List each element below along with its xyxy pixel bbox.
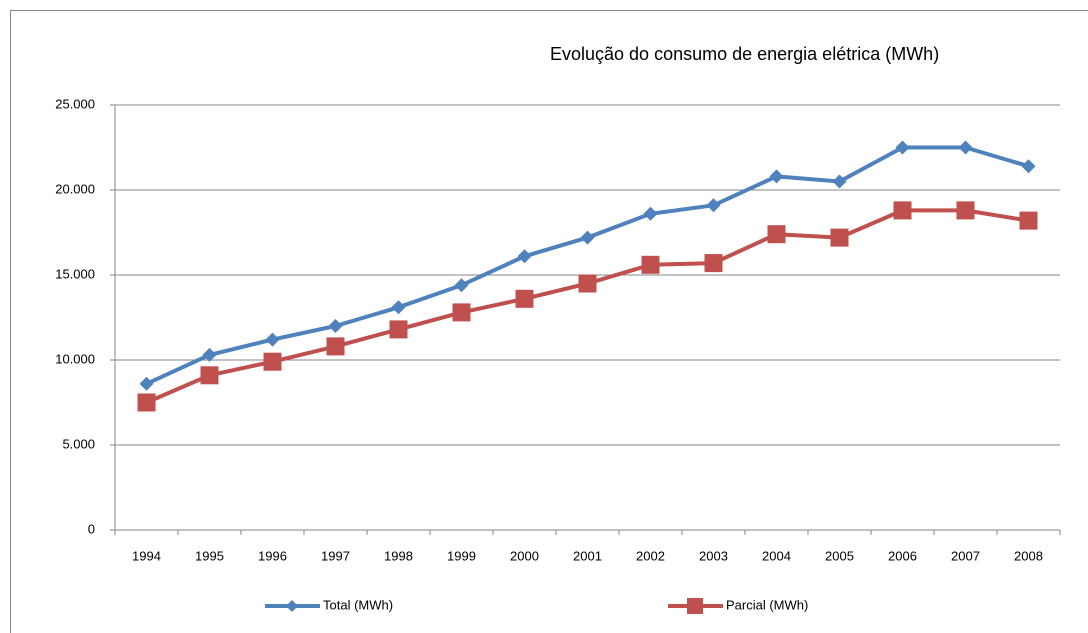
point xyxy=(326,337,345,356)
x-tick-label: 1995 xyxy=(195,548,224,563)
x-tick-label: 1999 xyxy=(447,548,476,563)
point xyxy=(515,289,534,308)
point xyxy=(139,376,154,391)
point xyxy=(830,228,849,247)
y-tick-label: 25.000 xyxy=(55,96,95,111)
legend-label: Parcial (MWh) xyxy=(726,597,808,612)
point xyxy=(454,278,469,293)
legend-label: Total (MWh) xyxy=(323,597,393,612)
x-tick-label: 1998 xyxy=(384,548,413,563)
point xyxy=(643,206,658,221)
point xyxy=(200,366,219,385)
y-tick-label: 15.000 xyxy=(55,266,95,281)
point xyxy=(578,274,597,293)
point xyxy=(389,320,408,339)
y-tick-label: 10.000 xyxy=(55,351,95,366)
point xyxy=(1021,159,1036,174)
x-tick-label: 2002 xyxy=(636,548,665,563)
point xyxy=(580,230,595,245)
point xyxy=(893,201,912,220)
y-tick-label: 5.000 xyxy=(62,436,95,451)
y-tick-label: 0 xyxy=(88,521,95,536)
chart-title: Evolução do consumo de energia elétrica … xyxy=(550,44,939,64)
point xyxy=(641,255,660,274)
point xyxy=(958,140,973,155)
point xyxy=(1019,211,1038,230)
x-tick-label: 2000 xyxy=(510,548,539,563)
point xyxy=(263,352,282,371)
x-tick-label: 2004 xyxy=(762,548,791,563)
x-tick-label: 2001 xyxy=(573,548,602,563)
point xyxy=(391,300,406,315)
point xyxy=(769,169,784,184)
y-tick-label: 20.000 xyxy=(55,181,95,196)
x-tick-label: 2005 xyxy=(825,548,854,563)
point xyxy=(328,319,343,333)
x-tick-label: 1994 xyxy=(132,548,161,563)
point xyxy=(832,174,847,189)
point xyxy=(767,225,786,244)
point xyxy=(706,198,721,213)
point xyxy=(265,332,280,347)
chart-frame xyxy=(10,10,1088,633)
point xyxy=(286,600,298,612)
x-tick-label: 2008 xyxy=(1014,548,1043,563)
point xyxy=(704,254,723,273)
point xyxy=(137,393,156,412)
x-tick-label: 2006 xyxy=(888,548,917,563)
x-tick-label: 1996 xyxy=(258,548,287,563)
x-tick-label: 2007 xyxy=(951,548,980,563)
point xyxy=(517,249,532,264)
point xyxy=(452,303,471,322)
x-tick-label: 2003 xyxy=(699,548,728,563)
point xyxy=(956,201,975,220)
x-tick-label: 1997 xyxy=(321,548,350,563)
point xyxy=(895,140,910,155)
point xyxy=(687,598,703,614)
point xyxy=(202,347,217,362)
